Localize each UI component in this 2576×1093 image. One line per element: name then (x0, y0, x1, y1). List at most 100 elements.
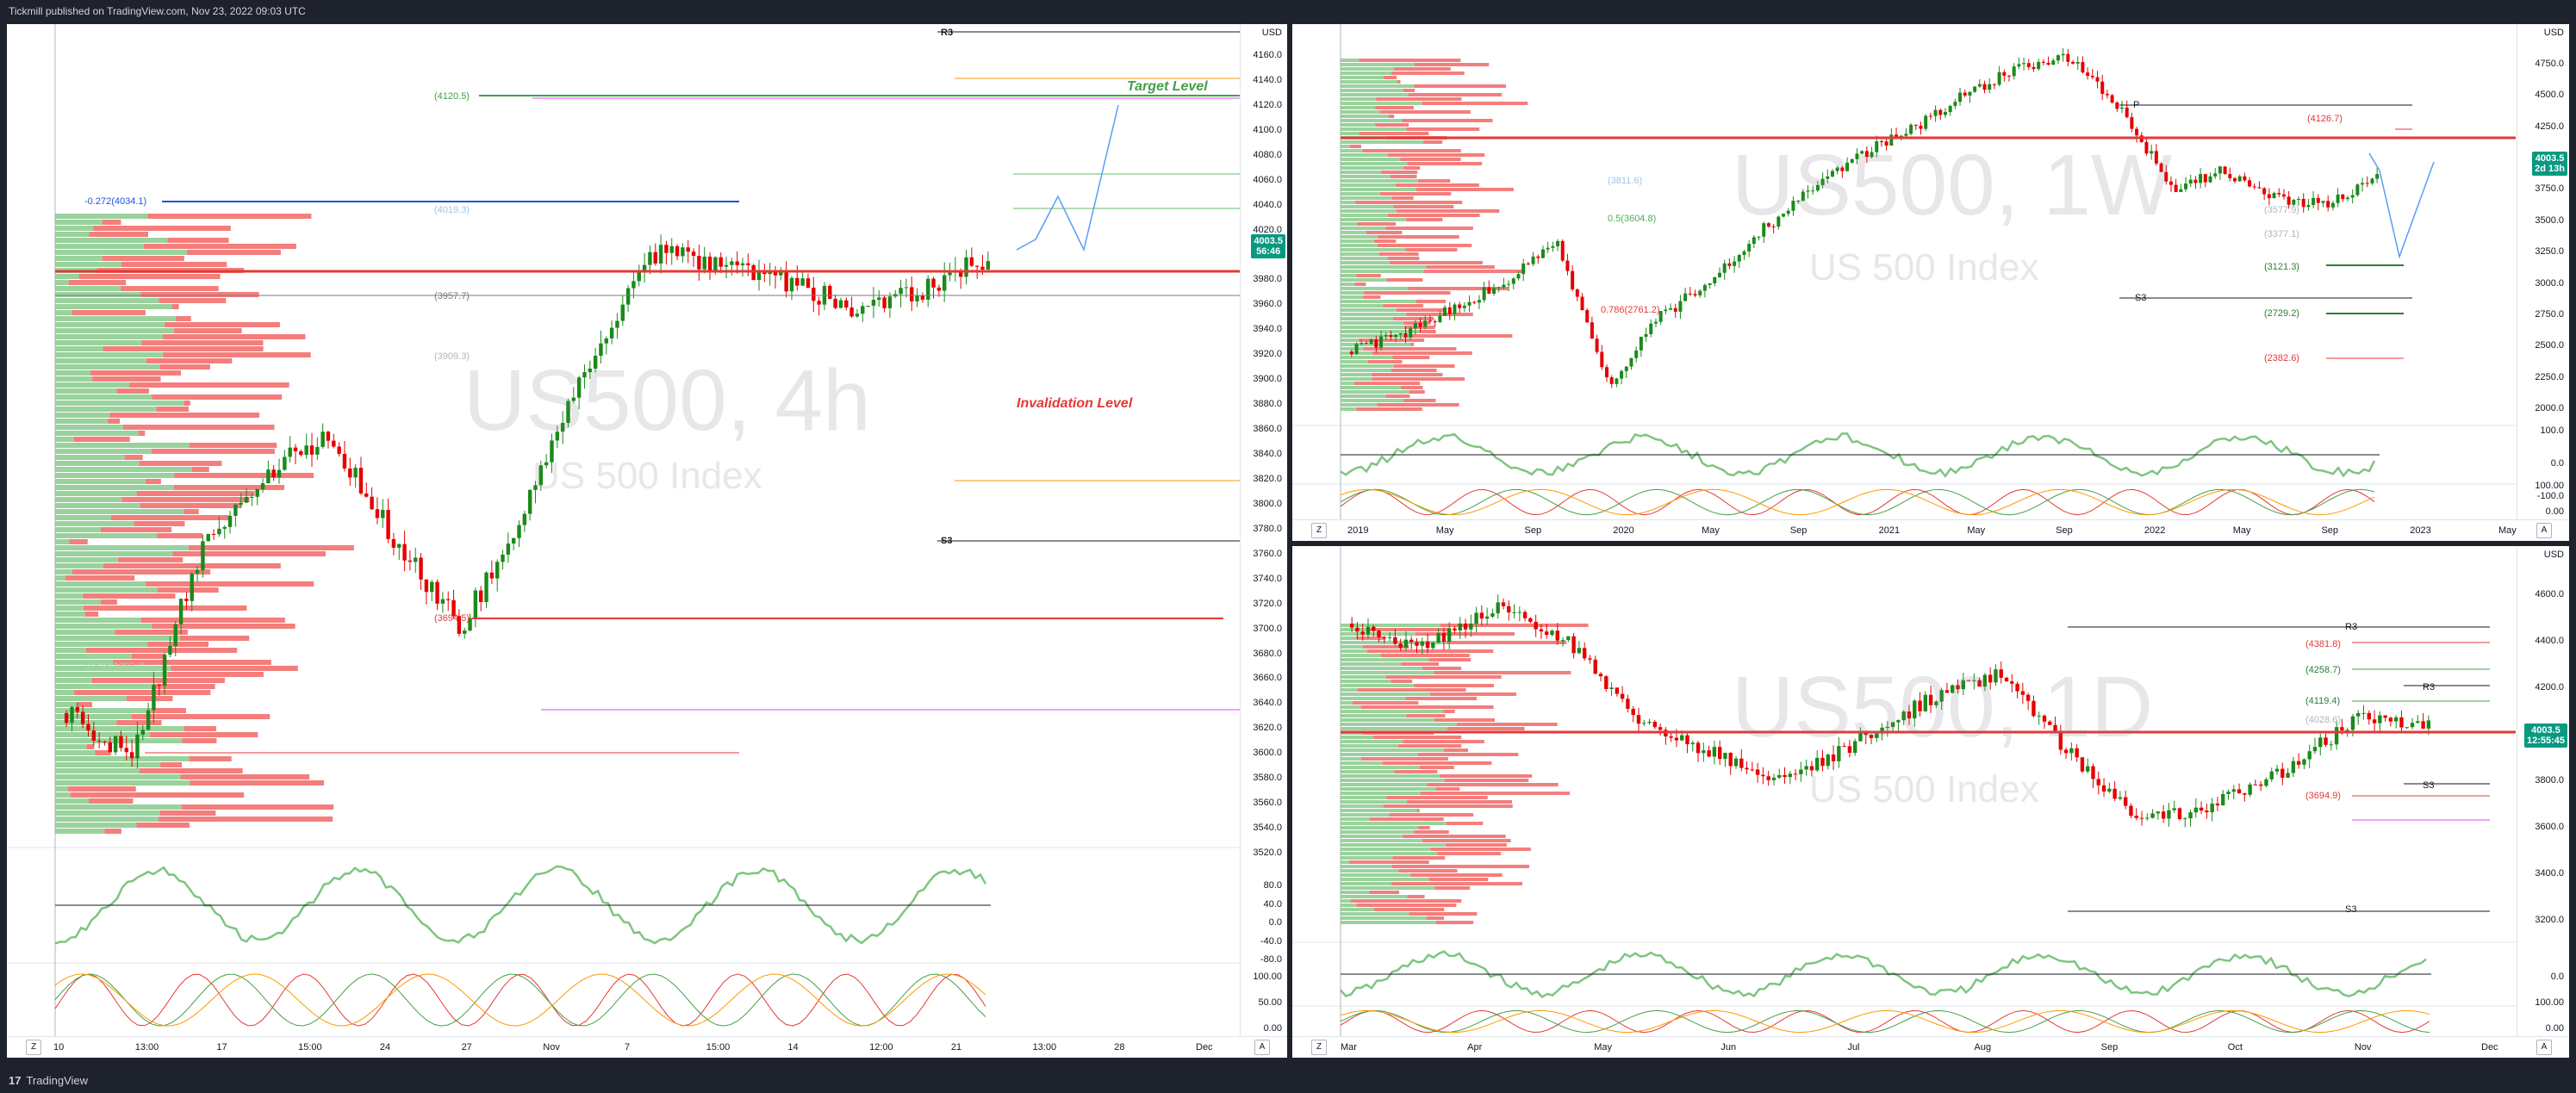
candle-body (1433, 321, 1437, 323)
candle-body (1796, 201, 1801, 202)
candle-body (1393, 637, 1397, 644)
candle-body (2296, 761, 2301, 765)
volume-profile-bar-sell (84, 612, 99, 617)
volume-profile-bar-buy (55, 690, 75, 695)
candle-body (1349, 351, 1353, 355)
candle-body (1928, 115, 1932, 117)
price-1w-tick: 2500.0 (2535, 340, 2564, 351)
price-axis-1w[interactable]: USD 4750.04500.04250.04000.03750.03500.0… (2517, 24, 2569, 520)
volume-profile-bar-sell (1408, 93, 1503, 96)
candle-body (2150, 813, 2155, 818)
volume-profile-bar-buy (55, 250, 187, 255)
candle-body (1804, 766, 1808, 770)
candle-body (1678, 301, 1683, 312)
volume-profile-bar-sell (173, 485, 285, 490)
volume-profile-bar-sell (85, 648, 238, 653)
auto-scale-a-button-1w[interactable]: A (2536, 523, 2552, 538)
candle-body (550, 440, 554, 463)
candle-body (457, 616, 462, 634)
candle-body (1431, 642, 1435, 649)
volume-profile-bar-sell (1418, 826, 1430, 829)
volume-profile-bar-sell (116, 388, 149, 394)
volume-profile-bar-buy (1341, 736, 1373, 739)
candle-body (1425, 641, 1430, 649)
candle-body (2020, 691, 2025, 695)
volume-profile-bar-sell (1386, 278, 1423, 282)
volume-profile-bar-sell (171, 304, 179, 309)
candle-body (250, 496, 254, 498)
candle-body (162, 655, 167, 686)
candle-body (2105, 94, 2109, 96)
volume-profile-bar-buy (1341, 239, 1374, 243)
candle-body (1438, 315, 1442, 322)
chart-1d-canvas[interactable] (1292, 546, 2569, 1058)
price-1w-tick: 4500.0 (2535, 90, 2564, 101)
volume-profile-bar-sell (190, 780, 325, 786)
candle-body (817, 301, 821, 305)
stochastic-line (54, 973, 986, 1027)
volume-profile-bar-buy (1341, 218, 1407, 221)
auto-scale-button-1w[interactable]: Z (1311, 523, 1327, 538)
candle-body (2061, 53, 2065, 56)
price-4h-tick: 3720.0 (1253, 598, 1282, 609)
candle-body (277, 469, 282, 478)
volume-profile-bar-buy (55, 226, 94, 231)
volume-profile-bar-buy (1341, 179, 1418, 183)
volume-profile-bar-sell (118, 557, 184, 562)
stoch-4h-tick: 100.00 (1253, 972, 1282, 982)
1w-time-tick: May (1702, 525, 1720, 536)
auto-scale-button-4h[interactable]: Z (26, 1040, 41, 1055)
chart-1w-canvas[interactable] (1292, 24, 2569, 541)
volume-profile-bar-sell (159, 810, 216, 816)
volume-profile-bar-sell (1377, 403, 1459, 407)
auto-scale-button-1d[interactable]: Z (1311, 1040, 1327, 1055)
time-axis-1d[interactable]: Mar Apr May Jun Jul Aug Sep Oct Nov Dec (1292, 1036, 2569, 1058)
volume-profile-bar-sell (140, 618, 285, 623)
volume-profile-bar-sell (116, 720, 162, 725)
fib-label-3604: 0.5(3604.8) (1608, 214, 1657, 224)
candle-body (2345, 197, 2349, 200)
osc-4h-tick: 80.0 (1263, 880, 1282, 891)
candle-body (2168, 181, 2173, 185)
1d-time-tick: Jul (1847, 1042, 1860, 1053)
chart-panel-1d[interactable]: US500, 1D US 500 Index (4381.8) (4258.7)… (1292, 546, 2569, 1058)
volume-profile-bar-sell (1353, 701, 1419, 705)
1w-time-tick: 2020 (1613, 525, 1634, 536)
candle-body (64, 713, 69, 723)
chart-panel-4h[interactable]: US500, 4h US 500 Index Target Level Inva… (7, 24, 1287, 1058)
price-axis-1d[interactable]: USD 4600.04400.04200.04000.03800.03600.0… (2517, 546, 2569, 1037)
volume-profile-bar-buy (1341, 123, 1376, 127)
candle-body (1783, 774, 1787, 778)
candle-body (2210, 803, 2214, 813)
candle-body (119, 736, 123, 748)
candle-body (1722, 263, 1727, 273)
price-4h-tick: 3920.0 (1253, 349, 1282, 360)
volume-profile-bar-buy (1341, 364, 1394, 368)
candle-body (691, 252, 696, 257)
auto-scale-a-button-4h[interactable]: A (1254, 1040, 1270, 1055)
volume-profile-bar-sell (111, 515, 229, 520)
volume-profile-bar-sell (1423, 270, 1524, 273)
time-axis-4h[interactable]: 10 13:00 17 15:00 24 27 Nov 7 15:00 14 12:00 21 13:0… (7, 1036, 1287, 1058)
volume-profile-bar-sell (1419, 330, 1436, 333)
auto-scale-a-button-1d[interactable]: A (2536, 1040, 2552, 1055)
price-axis-4h[interactable]: USD 4160.0 4140.0 4120.0 4100.0 4080.0 4060.0… (1240, 24, 1287, 1037)
volume-profile-bar-sell (1356, 274, 1381, 277)
chart-panel-1w[interactable]: US500, 1W US 500 Index (4126.7) (3811.6)… (1292, 24, 2569, 541)
candle-body (768, 271, 772, 275)
candle-body (473, 590, 478, 618)
fib-label-4120: (4120.5) (434, 91, 470, 102)
volume-profile-bar-buy (55, 370, 90, 376)
volume-profile-bar-sell (147, 214, 312, 219)
volume-profile-bar-sell (1402, 119, 1493, 122)
candle-body (1858, 732, 1863, 742)
tradingview-logo-icon[interactable]: 17 (9, 1074, 22, 1087)
candle-body (784, 270, 788, 292)
candle-body (2203, 174, 2207, 183)
time-axis-1w[interactable]: 2019 May Sep 2020 May Sep 2021 May Sep 2022 May Sep… (1292, 519, 2569, 541)
chart-4h-canvas[interactable] (7, 24, 1287, 1058)
volume-profile-bar-buy (1341, 377, 1372, 381)
tradingview-brand[interactable]: TradingView (26, 1074, 89, 1087)
candle-body (1571, 270, 1575, 290)
volume-profile-bar-sell (1417, 753, 1519, 756)
